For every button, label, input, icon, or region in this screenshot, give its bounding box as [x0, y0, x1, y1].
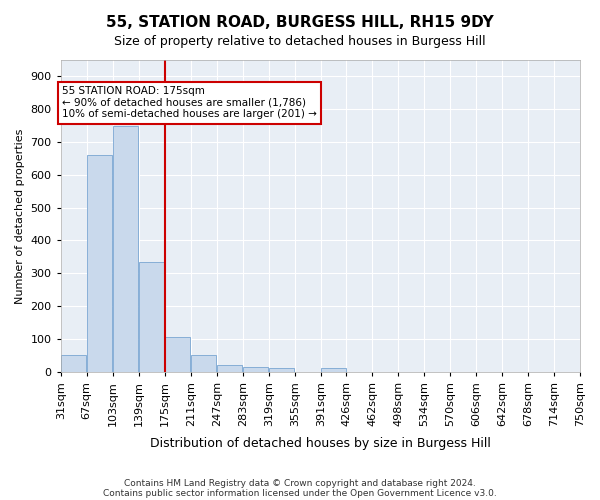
X-axis label: Distribution of detached houses by size in Burgess Hill: Distribution of detached houses by size …: [150, 437, 491, 450]
Bar: [87, 155, 112, 372]
Text: Size of property relative to detached houses in Burgess Hill: Size of property relative to detached ho…: [114, 35, 486, 48]
Text: Contains HM Land Registry data © Crown copyright and database right 2024.: Contains HM Land Registry data © Crown c…: [124, 478, 476, 488]
Bar: [321, 368, 346, 372]
Bar: [243, 367, 268, 372]
Bar: [113, 126, 139, 372]
Bar: [165, 338, 190, 372]
Text: 55, STATION ROAD, BURGESS HILL, RH15 9DY: 55, STATION ROAD, BURGESS HILL, RH15 9DY: [106, 15, 494, 30]
Bar: [139, 262, 164, 372]
Bar: [61, 356, 86, 372]
Bar: [191, 356, 217, 372]
Bar: [217, 364, 242, 372]
Y-axis label: Number of detached properties: Number of detached properties: [15, 128, 25, 304]
Text: Contains public sector information licensed under the Open Government Licence v3: Contains public sector information licen…: [103, 488, 497, 498]
Bar: [269, 368, 295, 372]
Text: 55 STATION ROAD: 175sqm
← 90% of detached houses are smaller (1,786)
10% of semi: 55 STATION ROAD: 175sqm ← 90% of detache…: [62, 86, 317, 120]
